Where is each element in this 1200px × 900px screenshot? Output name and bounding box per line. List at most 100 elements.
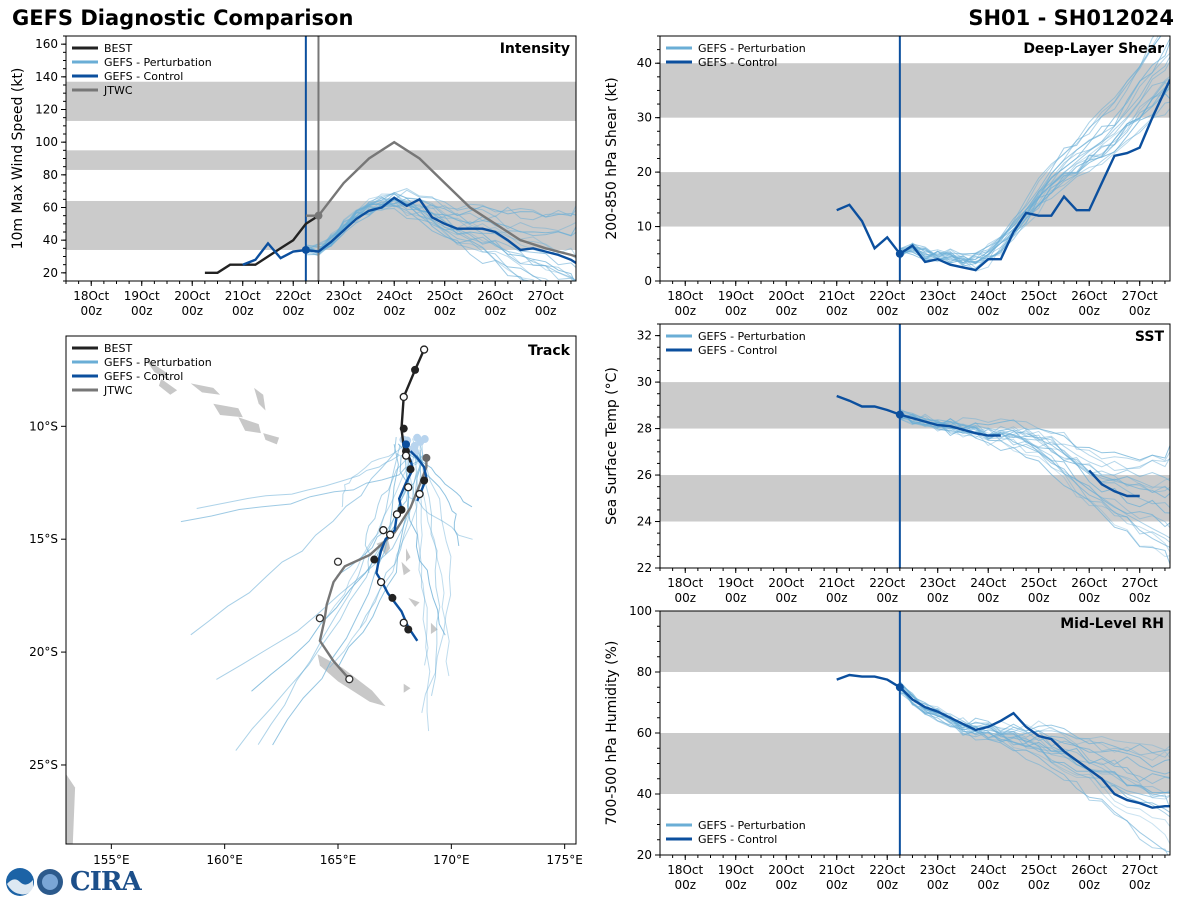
x-tick-label-hour: 00z (876, 591, 898, 605)
track-marker-open (399, 392, 408, 402)
ensemble-track-line (329, 440, 424, 668)
sst-panel: 22242628303218Oct00z19Oct00z20Oct00z21Oc… (604, 323, 1171, 605)
ensemble-member-line (899, 413, 1170, 529)
x-tick-label-date: 27Oct (528, 289, 564, 303)
track-marker-open (399, 618, 408, 627)
x-tick-label-hour: 00z (1078, 878, 1100, 892)
y-tick-label: 160 (35, 37, 58, 51)
y-axis-label: 10m Max Wind Speed (kt) (10, 68, 26, 250)
x-tick-label-date: 25Oct (1021, 863, 1057, 877)
legend-label: GEFS - Control (104, 370, 183, 383)
x-tick-label-hour: 00z (1129, 591, 1151, 605)
x-tick-label-date: 20Oct (174, 289, 210, 303)
ensemble-member-line (305, 193, 576, 257)
ensemble-track-line (251, 455, 411, 692)
y-tick-label: 140 (35, 70, 58, 84)
ensemble-track-line (235, 448, 416, 751)
ensemble-member-line (305, 198, 576, 257)
threshold-band (660, 63, 1170, 118)
ensemble-member-line (899, 36, 1159, 261)
x-tick-label-date: 21Oct (819, 863, 855, 877)
threshold-band (660, 172, 1170, 227)
jtwc-init-marker (314, 211, 323, 220)
ensemble-member-line (305, 204, 536, 281)
panel-title: Deep-Layer Shear (1023, 41, 1164, 57)
x-tick-label-hour: 00z (1129, 878, 1151, 892)
x-tick-label-hour: 00z (383, 304, 405, 318)
x-tick-label-hour: 00z (977, 304, 999, 318)
threshold-band (66, 150, 576, 170)
ensemble-track-line (359, 447, 417, 628)
series-line-gefs-control (836, 673, 1170, 809)
plot-area (660, 324, 1170, 568)
x-tick-label-hour: 00z (977, 591, 999, 605)
ensemble-member-line (305, 189, 576, 253)
land-mass (263, 433, 280, 445)
map-area (66, 345, 473, 844)
x-tick-label-hour: 00z (434, 304, 456, 318)
control-start-marker (402, 440, 410, 449)
legend-label: BEST (104, 342, 132, 355)
legend-label: GEFS - Control (104, 70, 183, 83)
ensemble-member-line (899, 92, 1170, 260)
jtwc-start-marker (422, 453, 431, 462)
track-marker-open (379, 526, 388, 535)
land-mass (406, 548, 411, 562)
x-tick-label-date: 23Oct (326, 289, 362, 303)
x-tick-label-hour: 00z (484, 304, 506, 318)
ensemble-member-line (305, 199, 575, 281)
threshold-band (66, 81, 576, 121)
y-tick-label: 24 (637, 515, 652, 529)
legend-label: GEFS - Control (698, 56, 777, 69)
y-tick-label: 60 (637, 726, 652, 740)
y-tick-label: 28 (637, 422, 652, 436)
series-line-jtwc (305, 140, 576, 258)
threshold-band (660, 382, 1170, 429)
panel-title: Track (528, 343, 571, 359)
lat-tick-label: 25°S (29, 758, 58, 772)
ensemble-member-line (899, 682, 1169, 855)
legend-label: JTWC (103, 84, 133, 97)
land-mass (403, 683, 411, 693)
ensemble-member-line (899, 76, 1170, 270)
x-tick-label-date: 22Oct (275, 289, 311, 303)
x-tick-label-hour: 00z (1028, 304, 1050, 318)
x-tick-label-date: 18Oct (667, 576, 703, 590)
land-mass (408, 597, 420, 607)
x-tick-label-hour: 00z (333, 304, 355, 318)
cira-logo-text: CIRA (70, 867, 142, 897)
ensemble-member-line (305, 196, 576, 268)
init-marker (895, 249, 904, 258)
ensemble-track-line (406, 445, 431, 732)
series-line-gefs-control-segment-2- (1088, 469, 1140, 498)
y-tick-label: 22 (637, 561, 652, 575)
ensemble-member-line (899, 56, 1170, 265)
ensemble-member-line (899, 686, 1170, 827)
x-tick-label-date: 21Oct (819, 576, 855, 590)
panel-title: Intensity (500, 41, 570, 57)
threshold-band (660, 475, 1170, 522)
init-marker (895, 410, 904, 419)
x-tick-label-date: 26Oct (1071, 576, 1107, 590)
track-marker-filled (370, 555, 379, 564)
track-panel: 155°E 160°E 165°E 170°E 175°E 10°S 15°S 20°S 25°… (29, 335, 583, 867)
track-marker-filled (406, 465, 415, 474)
x-tick-label-hour: 00z (674, 304, 696, 318)
x-tick-label-hour: 00z (775, 591, 797, 605)
land-mass (190, 383, 221, 395)
threshold-band (660, 611, 1170, 672)
y-axis-label: Sea Surface Temp (°C) (604, 367, 620, 525)
y-tick-label: 80 (43, 168, 58, 182)
lat-tick-label: 20°S (29, 645, 58, 659)
ensemble-track-line (272, 444, 399, 746)
x-tick-label-date: 24Oct (970, 863, 1006, 877)
x-tick-label-hour: 00z (725, 304, 747, 318)
plot-area (660, 36, 1170, 281)
legend-label: JTWC (103, 384, 133, 397)
x-tick-label-date: 23Oct (920, 576, 956, 590)
ensemble-start-marker (413, 433, 422, 442)
jtwc-track-line (318, 457, 428, 680)
legend-label: GEFS - Perturbation (698, 42, 806, 55)
ensemble-start-marker (420, 435, 429, 444)
